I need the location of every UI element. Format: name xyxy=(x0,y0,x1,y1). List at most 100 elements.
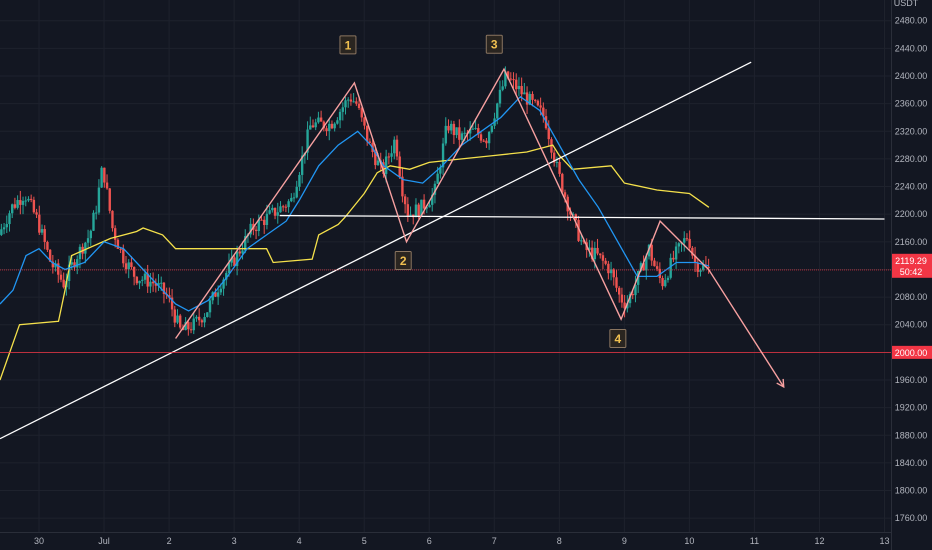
candle-down[interactable] xyxy=(479,134,483,141)
time-axis[interactable]: 30 Jul 2 3 4 5 6 7 8 9 10 11 12 13 xyxy=(0,532,891,547)
candle-up[interactable] xyxy=(78,246,82,260)
candle-down[interactable] xyxy=(458,127,461,140)
candle-down[interactable] xyxy=(650,244,653,261)
candle-up[interactable] xyxy=(609,269,613,274)
candle-up[interactable] xyxy=(664,280,667,287)
candle-up[interactable] xyxy=(487,131,491,144)
candle-down[interactable] xyxy=(688,238,691,248)
candle-down[interactable] xyxy=(623,302,626,309)
candle-up[interactable] xyxy=(490,125,494,132)
candle-down[interactable] xyxy=(509,78,513,80)
candle-down[interactable] xyxy=(151,281,155,284)
candle-down[interactable] xyxy=(325,128,328,132)
candle-up[interactable] xyxy=(10,204,14,214)
candle-down[interactable] xyxy=(355,101,358,104)
candle-up[interactable] xyxy=(498,89,502,104)
candle-up[interactable] xyxy=(634,284,637,296)
candle-up[interactable] xyxy=(230,257,233,263)
candle-down[interactable] xyxy=(368,141,372,143)
candle-up[interactable] xyxy=(24,200,27,202)
candle-up[interactable] xyxy=(314,122,317,128)
candle-up[interactable] xyxy=(287,201,290,208)
candle-down[interactable] xyxy=(374,152,377,166)
candle-up[interactable] xyxy=(257,219,260,232)
candle-down[interactable] xyxy=(330,123,334,129)
candle-down[interactable] xyxy=(103,167,106,183)
candle-down[interactable] xyxy=(214,292,217,297)
wave-label[interactable]: 3 xyxy=(485,34,503,54)
candle-down[interactable] xyxy=(696,262,699,272)
candle-down[interactable] xyxy=(365,125,369,142)
elliott-wave-path[interactable] xyxy=(175,67,785,388)
candle-up[interactable] xyxy=(471,128,475,130)
candle-down[interactable] xyxy=(135,276,139,284)
candle-down[interactable] xyxy=(168,295,171,298)
candle-up[interactable] xyxy=(157,282,160,286)
candle-up[interactable] xyxy=(279,206,282,213)
candle-down[interactable] xyxy=(539,105,542,108)
candle-down[interactable] xyxy=(563,192,567,197)
candle-up[interactable] xyxy=(460,133,464,140)
candle-down[interactable] xyxy=(35,212,38,215)
candle-down[interactable] xyxy=(46,241,49,250)
candle-up[interactable] xyxy=(414,204,418,218)
candle-up[interactable] xyxy=(206,312,209,318)
candle-down[interactable] xyxy=(200,320,204,323)
candle-down[interactable] xyxy=(273,207,277,216)
candle-up[interactable] xyxy=(295,186,298,198)
candle-up[interactable] xyxy=(341,107,344,112)
candle-up[interactable] xyxy=(504,71,507,87)
candle-down[interactable] xyxy=(707,266,710,268)
candle-down[interactable] xyxy=(569,211,572,215)
candle-down[interactable] xyxy=(357,103,361,109)
candle-up[interactable] xyxy=(76,259,79,268)
candle-down[interactable] xyxy=(173,309,176,323)
candle-down[interactable] xyxy=(19,200,22,205)
candle-up[interactable] xyxy=(474,128,477,130)
candle-up[interactable] xyxy=(86,238,90,243)
candle-up[interactable] xyxy=(249,223,252,235)
candle-down[interactable] xyxy=(119,248,122,250)
candle-up[interactable] xyxy=(176,315,179,323)
candle-up[interactable] xyxy=(195,316,198,319)
candle-down[interactable] xyxy=(601,255,605,261)
wave-label[interactable]: 4 xyxy=(609,329,627,349)
candle-down[interactable] xyxy=(422,199,426,209)
candle-up[interactable] xyxy=(528,93,531,105)
candle-up[interactable] xyxy=(138,280,141,284)
candle-down[interactable] xyxy=(179,315,182,328)
candle-down[interactable] xyxy=(547,128,550,140)
candle-down[interactable] xyxy=(631,294,634,296)
candle-up[interactable] xyxy=(455,127,458,136)
candle-up[interactable] xyxy=(674,246,678,260)
candle-up[interactable] xyxy=(211,292,214,301)
candle-down[interactable] xyxy=(189,329,193,331)
candle-down[interactable] xyxy=(590,247,594,260)
candle-up[interactable] xyxy=(290,197,293,202)
candle-up[interactable] xyxy=(219,288,223,293)
candle-down[interactable] xyxy=(520,85,523,95)
candle-down[interactable] xyxy=(620,294,624,303)
candle-down[interactable] xyxy=(284,206,288,208)
candle-up[interactable] xyxy=(333,123,336,129)
candle-down[interactable] xyxy=(132,267,136,277)
candle-down[interactable] xyxy=(382,162,385,174)
candle-up[interactable] xyxy=(225,273,228,280)
candle-up[interactable] xyxy=(92,212,95,231)
candle-down[interactable] xyxy=(531,93,534,100)
candle-down[interactable] xyxy=(618,287,621,295)
candle-up[interactable] xyxy=(588,247,591,251)
candle-up[interactable] xyxy=(439,167,442,174)
candle-up[interactable] xyxy=(431,194,434,205)
candle-up[interactable] xyxy=(127,262,130,270)
candle-down[interactable] xyxy=(154,283,158,286)
candle-down[interactable] xyxy=(349,99,353,102)
candle-up[interactable] xyxy=(292,197,296,199)
candle-up[interactable] xyxy=(160,282,163,284)
candle-down[interactable] xyxy=(281,206,285,208)
resistance-line[interactable] xyxy=(279,214,885,220)
candle-up[interactable] xyxy=(8,213,11,225)
candle-up[interactable] xyxy=(393,139,396,154)
candle-up[interactable] xyxy=(425,207,429,209)
